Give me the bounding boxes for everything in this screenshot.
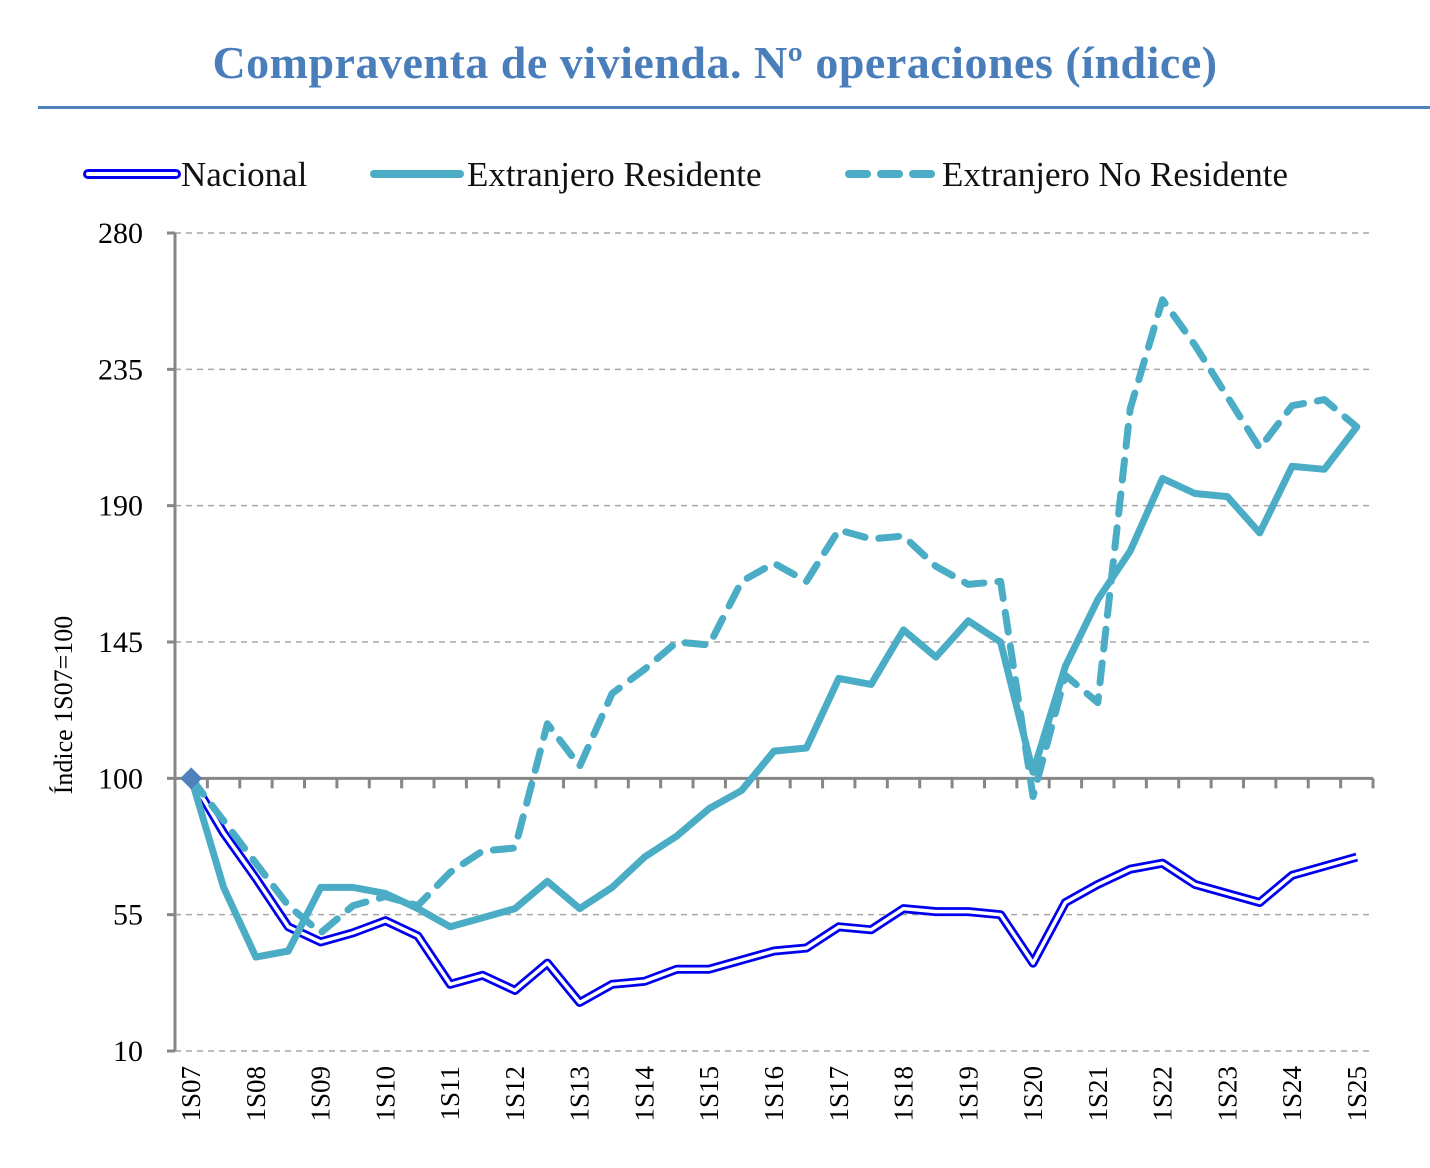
start-point-marker xyxy=(180,767,203,790)
y-axis-title: Índice 1S07=100 xyxy=(49,616,78,795)
legend-item: Nacional xyxy=(83,155,308,194)
x-tick-label: 1S19 xyxy=(953,1066,983,1122)
series-lines xyxy=(180,296,1361,1007)
legend-label: Nacional xyxy=(181,155,308,194)
x-tick-label: 1S07 xyxy=(176,1066,206,1122)
title-rule xyxy=(38,106,1430,109)
y-tick-label: 280 xyxy=(98,217,143,250)
x-tick-label: 1S12 xyxy=(500,1066,530,1122)
y-tick-label: 145 xyxy=(98,626,143,659)
y-tick-label: 100 xyxy=(98,762,143,795)
legend-label: Extranjero Residente xyxy=(467,155,761,194)
x-tick-label: 1S17 xyxy=(824,1066,854,1122)
x-tick-label: 1S23 xyxy=(1212,1066,1242,1122)
x-tick-label: 1S20 xyxy=(1018,1066,1048,1122)
axes xyxy=(167,231,1375,1053)
x-tick-label: 1S11 xyxy=(435,1066,465,1121)
x-tick-label: 1S22 xyxy=(1148,1066,1178,1122)
chart-title: Compraventa de vivienda. Nº operaciones … xyxy=(212,37,1218,88)
x-tick-label: 1S15 xyxy=(694,1066,724,1122)
legend-item: Extranjero No Residente xyxy=(845,155,1288,194)
x-tick-label: 1S16 xyxy=(759,1066,789,1122)
x-tick-label: 1S14 xyxy=(629,1066,659,1122)
x-tick-label: 1S13 xyxy=(565,1066,595,1122)
x-tick-labels: 1S07 1S08 1S09 1S10 1S11 1S12 1S13 1S14 1S15 1S16… xyxy=(176,1066,1372,1122)
x-tick-label: 1S09 xyxy=(306,1066,336,1122)
x-tick-label: 1S24 xyxy=(1277,1066,1307,1122)
y-tick-label: 55 xyxy=(113,899,143,932)
y-tick-label: 235 xyxy=(98,353,143,386)
gridlines xyxy=(175,232,1373,1052)
legend-label: Extranjero No Residente xyxy=(942,155,1288,194)
x-tick-label: 1S21 xyxy=(1083,1066,1113,1122)
series-line-extranjero-no-residente xyxy=(187,296,1361,937)
series-line-nacional-inner xyxy=(189,777,1358,1005)
y-tick-label: 10 xyxy=(113,1035,143,1068)
y-tick-labels: 10 55 100 145 190 235 280 xyxy=(98,217,143,1068)
x-tick-label: 1S18 xyxy=(889,1066,919,1122)
legend: Nacional Extranjero Residente Extranjero N… xyxy=(83,155,1288,194)
legend-item: Extranjero Residente xyxy=(370,155,761,194)
x-tick-label: 1S08 xyxy=(241,1066,271,1122)
y-tick-label: 190 xyxy=(98,490,143,523)
x-tick-label: 1S10 xyxy=(370,1066,400,1122)
x-tick-label: 1S25 xyxy=(1342,1066,1372,1122)
